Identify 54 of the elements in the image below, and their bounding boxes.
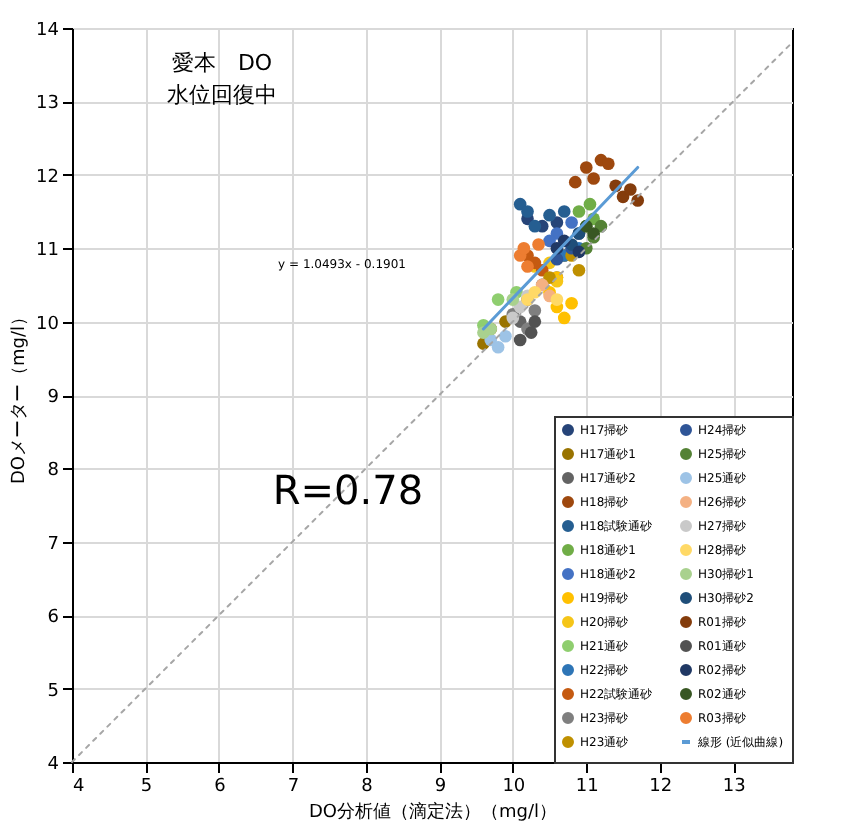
y-tick-label: 11	[36, 241, 59, 262]
point	[543, 208, 556, 222]
point	[528, 315, 542, 328]
y-tick-label: 4	[47, 755, 60, 775]
y-tick-label: 10	[36, 314, 60, 335]
point	[528, 304, 542, 317]
point	[602, 157, 615, 171]
point	[513, 333, 527, 347]
x-tick-label: 6	[214, 777, 227, 797]
y-tick-label: 5	[47, 681, 59, 702]
point	[499, 329, 512, 343]
point	[557, 311, 571, 325]
x-tick-label: 9	[434, 777, 447, 797]
point	[532, 238, 545, 251]
x-tick-label: 5	[140, 777, 153, 797]
point	[550, 293, 564, 306]
point	[572, 263, 586, 277]
point	[491, 293, 505, 306]
point	[557, 205, 571, 218]
point	[565, 296, 578, 310]
x-tick-label: 8	[361, 777, 374, 797]
x-tick-label: 11	[575, 777, 599, 797]
x-tick-label: 7	[287, 777, 300, 797]
point	[528, 285, 542, 299]
point	[528, 219, 542, 233]
point	[572, 205, 586, 218]
x-axis-title: DO分析値（滴定法）（mg/l）	[308, 801, 558, 823]
point	[491, 340, 505, 354]
y-tick-label: 12	[36, 167, 59, 188]
y-tick-label: 8	[47, 461, 60, 482]
point	[565, 216, 578, 229]
point	[568, 175, 582, 189]
y-tick-label: 7	[47, 534, 59, 555]
x-tick-label: 12	[649, 777, 673, 797]
x-tick-label: 10	[502, 777, 526, 797]
y-tick-label: 9	[47, 388, 60, 408]
point	[587, 172, 600, 185]
y-tick-label: 13	[36, 94, 59, 115]
annotation: R=0.78	[272, 466, 424, 514]
point	[583, 197, 597, 211]
point	[517, 241, 531, 255]
y-axis-title: DOメーター（mg/l）	[10, 307, 31, 485]
point	[521, 205, 534, 218]
y-tick-label: 14	[36, 21, 60, 41]
x-tick-label: 13	[722, 777, 746, 797]
point	[579, 161, 593, 174]
point	[624, 183, 637, 196]
point	[616, 190, 630, 204]
point	[521, 260, 534, 273]
text: 愛本 DO	[171, 50, 273, 76]
text: 水位回復中	[167, 82, 277, 108]
y-tick-label: 6	[47, 608, 60, 629]
x-tick-label: 4	[73, 777, 85, 797]
point	[631, 194, 645, 207]
